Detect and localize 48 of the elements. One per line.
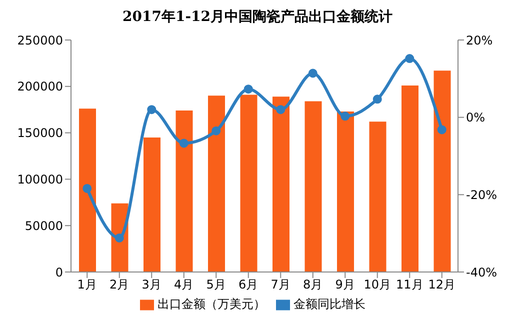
x-tick-label: 3月 (142, 278, 162, 292)
point (372, 94, 382, 104)
bar (434, 70, 451, 272)
bar (79, 108, 96, 272)
y-tick-label: 50000 (24, 218, 63, 233)
bar (144, 137, 160, 272)
chart-title: 2017年1-12月中国陶瓷产品出口金额统计 (122, 8, 394, 27)
legend-label: 出口金额（万美元） (158, 297, 266, 311)
point (340, 112, 350, 121)
x-tick-label: 8月 (303, 278, 323, 292)
x-tick-label: 10月 (364, 278, 392, 292)
y-tick-label: 0 (55, 265, 63, 280)
x-tick-label: 7月 (270, 278, 290, 292)
bar (208, 96, 225, 272)
x-tick-label: 6月 (238, 278, 258, 292)
point (82, 184, 92, 193)
y2-tick-label: 20% (466, 33, 493, 48)
bar (304, 101, 322, 272)
x-tick-label: 12月 (428, 278, 456, 292)
y-tick-label: 200000 (17, 80, 63, 94)
x-tick-label: 1月 (77, 278, 97, 292)
bar (337, 111, 354, 272)
x-tick-label: 4月 (174, 278, 194, 292)
point (276, 105, 286, 114)
y2-tick-label: -40% (466, 265, 498, 280)
point (308, 68, 318, 78)
x-tick-label: 2月 (110, 278, 130, 292)
x-tick-label: 5月 (206, 278, 226, 292)
bar (402, 85, 418, 272)
y-tick-label: 100000 (17, 172, 63, 186)
bar (240, 94, 258, 272)
point (212, 126, 221, 136)
x-tick-label: 9月 (335, 278, 355, 292)
point (147, 105, 156, 114)
bar (176, 110, 193, 272)
point (405, 54, 414, 64)
point (179, 138, 188, 148)
legend-label: 金额同比增长 (294, 297, 366, 311)
bar (369, 122, 386, 272)
x-tick-label: 11月 (396, 278, 424, 292)
point (244, 84, 253, 94)
y2-tick-label: 0% (466, 110, 486, 125)
y2-tick-label: -20% (466, 188, 498, 202)
y-tick-label: 250000 (17, 33, 63, 48)
point (437, 125, 446, 134)
y-tick-label: 150000 (17, 126, 63, 140)
point (114, 233, 124, 242)
bar (272, 96, 290, 272)
